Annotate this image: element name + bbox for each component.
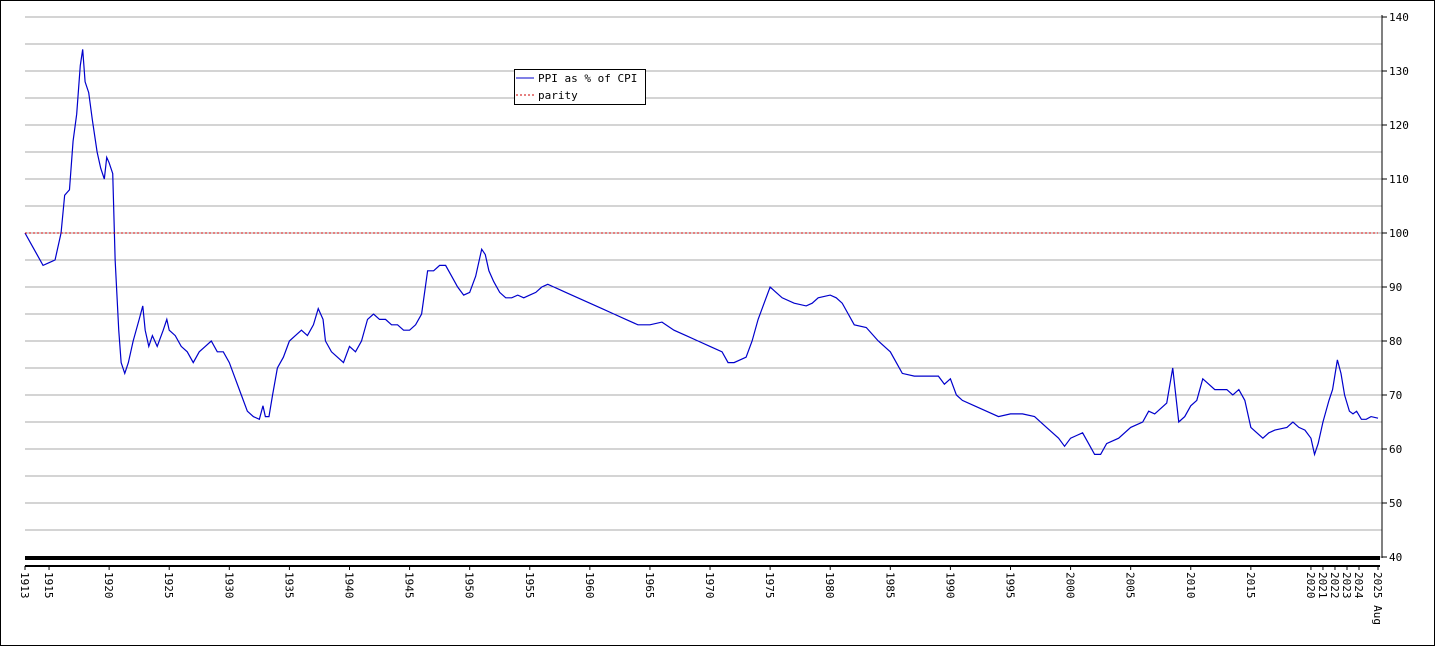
y-tick-label: 140 xyxy=(1389,11,1409,24)
x-tick-label: 1915 xyxy=(42,572,55,599)
x-tick-label: 1975 xyxy=(763,572,776,599)
x-tick-label: 1955 xyxy=(523,572,536,599)
legend-label: parity xyxy=(538,89,578,102)
y-tick-label: 50 xyxy=(1389,497,1402,510)
x-tick-label: 2015 xyxy=(1244,572,1257,599)
x-tick-label: 2010 xyxy=(1184,572,1197,599)
x-tick-label: 1980 xyxy=(823,572,836,599)
y-tick-label: 130 xyxy=(1389,65,1409,78)
y-tick-label: 70 xyxy=(1389,389,1402,402)
x-tick-label: 2005 xyxy=(1124,572,1137,599)
y-tick-label: 110 xyxy=(1389,173,1409,186)
x-tick-label: 2022 xyxy=(1328,572,1341,599)
x-tick-label: 2021 xyxy=(1316,572,1329,599)
marks xyxy=(24,49,1379,457)
x-tick-label: 1913 xyxy=(18,572,31,599)
x-tick-label: 1930 xyxy=(222,572,235,599)
x-tick-label: 1925 xyxy=(162,572,175,599)
x-tick-label: 2023 xyxy=(1340,572,1353,599)
x-tick-label: 1935 xyxy=(282,572,295,599)
y-tick-label: 80 xyxy=(1389,335,1402,348)
x-tick-label: 2020 xyxy=(1304,572,1317,599)
y-tick-label: 60 xyxy=(1389,443,1402,456)
x-tick-label: 2025 Aug xyxy=(1371,572,1384,625)
x-tick-label: 1920 xyxy=(102,572,115,599)
x-tick-label: 1940 xyxy=(342,572,355,599)
legend-label: PPI as % of CPI xyxy=(538,72,637,85)
legend-box xyxy=(514,69,646,105)
x-tick-label: 1960 xyxy=(583,572,596,599)
y-tick-label: 90 xyxy=(1389,281,1402,294)
x-tick-label: 1945 xyxy=(403,572,416,599)
x-tick-label: 1950 xyxy=(463,572,476,599)
legend: PPI as % of CPI parity xyxy=(514,69,646,105)
y-tick-label: 40 xyxy=(1389,551,1402,564)
x-tick-label: 1990 xyxy=(943,572,956,599)
x-tick-label: 2000 xyxy=(1064,572,1077,599)
x-tick-label: 1985 xyxy=(883,572,896,599)
x-tick-label: 1970 xyxy=(703,572,716,599)
series-line xyxy=(24,49,1379,457)
x-tick-label: 1995 xyxy=(1003,572,1016,599)
y-tick-label: 100 xyxy=(1389,227,1409,240)
x-tick-label: 2024 xyxy=(1352,572,1365,599)
y-tick-label: 120 xyxy=(1389,119,1409,132)
x-tick-label: 1965 xyxy=(643,572,656,599)
